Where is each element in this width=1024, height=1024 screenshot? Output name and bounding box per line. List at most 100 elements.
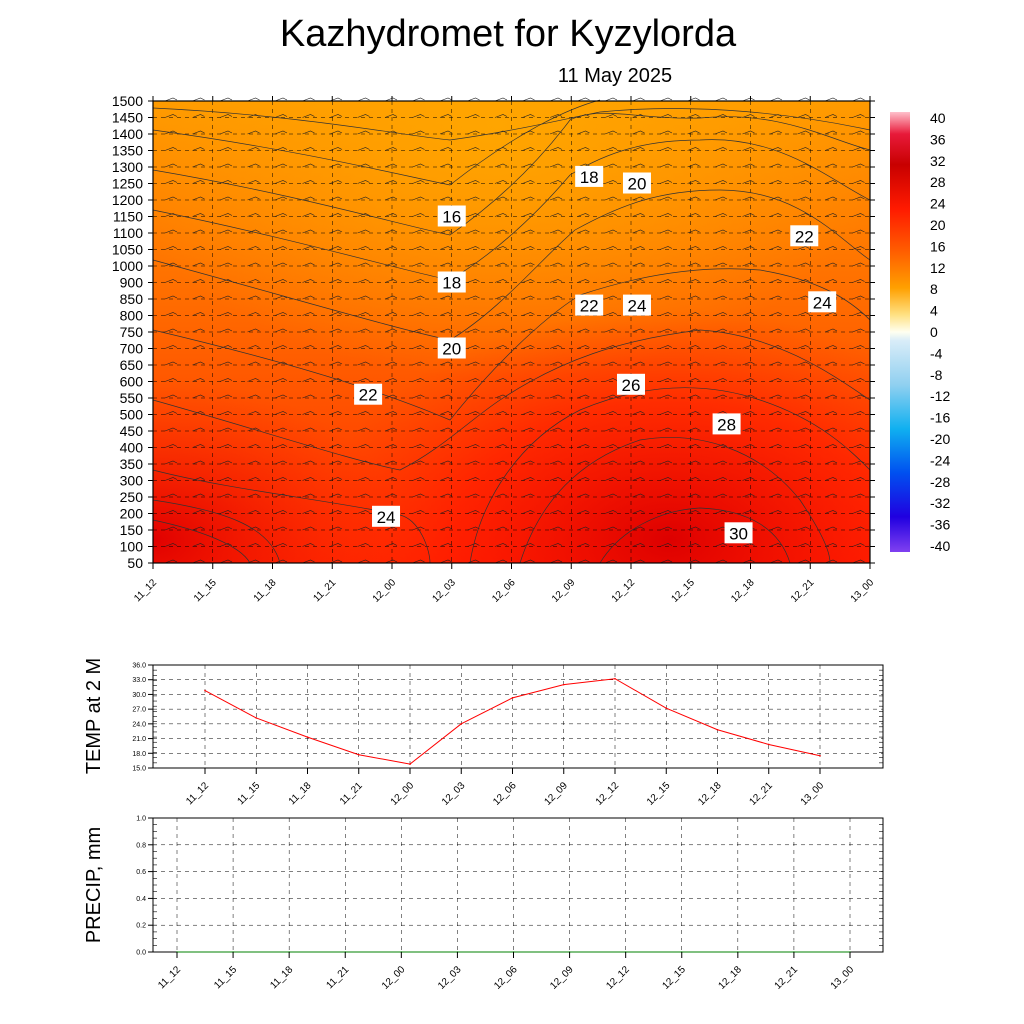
wind-barb [522,411,535,415]
wind-barb [247,246,260,250]
wind-barb [549,97,563,102]
wind-barb [412,460,425,465]
wind-barb [302,345,315,349]
wind-barb [192,328,205,333]
wind-barb [824,328,838,333]
wind-barb [384,427,398,432]
temperature-y-axis: 15.0 18.0 21.0 24.0 27.0 30.0 33.0 36.0 [132,663,153,773]
wind-barb [577,97,590,102]
y-tick-label: 200 [120,506,144,522]
cross-section-grid [152,97,871,564]
wind-barb [439,361,453,366]
y-tick-label: 1300 [112,159,143,175]
wind-barb [797,493,810,498]
y-tick-label: 0.4 [136,896,146,903]
wind-barb [549,213,563,217]
colorbar-label: -32 [930,495,950,511]
wind-barb [824,411,838,415]
colorbar-labels: 4036322824201612840-4-8-12-16-20-24-28-3… [930,110,950,554]
y-tick-label: 650 [120,357,144,373]
wind-barb [467,312,480,316]
y-tick-label: 350 [120,456,144,472]
data-point [511,697,514,699]
x-tick-label: 12_15 [660,964,688,992]
data-point [204,689,206,692]
wind-barb [824,493,838,498]
wind-barb [522,477,535,481]
wind-barb [247,130,260,135]
wind-barb [687,114,700,118]
wind-barb [494,510,508,514]
wind-barb [522,114,535,118]
wind-barb [687,97,700,102]
wind-barb [797,345,810,349]
wind-barb [274,378,288,382]
wind-barb [412,477,425,481]
wind-barb [247,378,260,382]
contour-label: 22 [575,294,604,316]
wind-barb [467,229,480,234]
wind-barb [577,130,590,135]
wind-barb [714,345,728,349]
y-tick-label: 1400 [112,126,143,142]
wind-barb [467,114,480,118]
wind-barb [192,295,205,300]
wind-barb [522,444,535,448]
contour-label: 20 [622,172,651,194]
temperature-series [204,677,821,765]
wind-barb [769,279,783,283]
wind-barb [522,510,535,514]
wind-barb [522,394,535,399]
x-tick-label: 12_21 [773,964,801,992]
wind-barb [329,246,343,250]
wind-barb [357,378,370,382]
wind-barb [659,97,673,102]
wind-barb [659,295,673,300]
contour-label-text: 24 [628,297,647,316]
wind-barb [384,559,398,564]
wind-barb [549,147,563,151]
wind-barb [439,444,453,448]
wind-barb [384,163,398,168]
wind-barb [384,229,398,234]
wind-barb [687,147,700,151]
wind-barb [467,97,480,102]
wind-barb [604,163,618,168]
wind-barb [632,279,645,283]
wind-barb [852,427,865,432]
wind-barb [824,559,838,564]
contour-label-text: 24 [813,293,832,312]
wind-barb [164,477,178,481]
wind-barb [274,196,288,201]
wind-barb [329,180,343,184]
wind-barb [797,295,810,300]
wind-barb [659,246,673,250]
contour-label-bg [437,271,466,293]
wind-barb [549,196,563,201]
wind-barb [384,147,398,151]
wind-barb [357,361,370,366]
wind-barb [604,526,618,531]
x-tick-label: 13_00 [849,577,877,605]
wind-barb [494,444,508,448]
wind-barb [302,543,315,547]
wind-barb [632,196,645,201]
wind-barb [247,196,260,201]
wind-barb [247,411,260,415]
contour-label-text: 20 [628,175,647,194]
wind-barb [824,444,838,448]
wind-barb [412,229,425,234]
wind-barb [164,312,178,316]
isotherm-line [152,99,601,186]
x-tick-label: 13_00 [799,780,827,808]
contour-label-bg [617,373,645,395]
wind-barb [577,345,590,349]
wind-barb [467,543,480,547]
wind-barb [247,163,260,168]
wind-barb [247,279,260,283]
wind-barb [632,213,645,217]
wind-barb [494,180,508,184]
wind-barb [302,147,315,151]
precipitation-frame [152,817,884,953]
wind-barb [632,328,645,333]
